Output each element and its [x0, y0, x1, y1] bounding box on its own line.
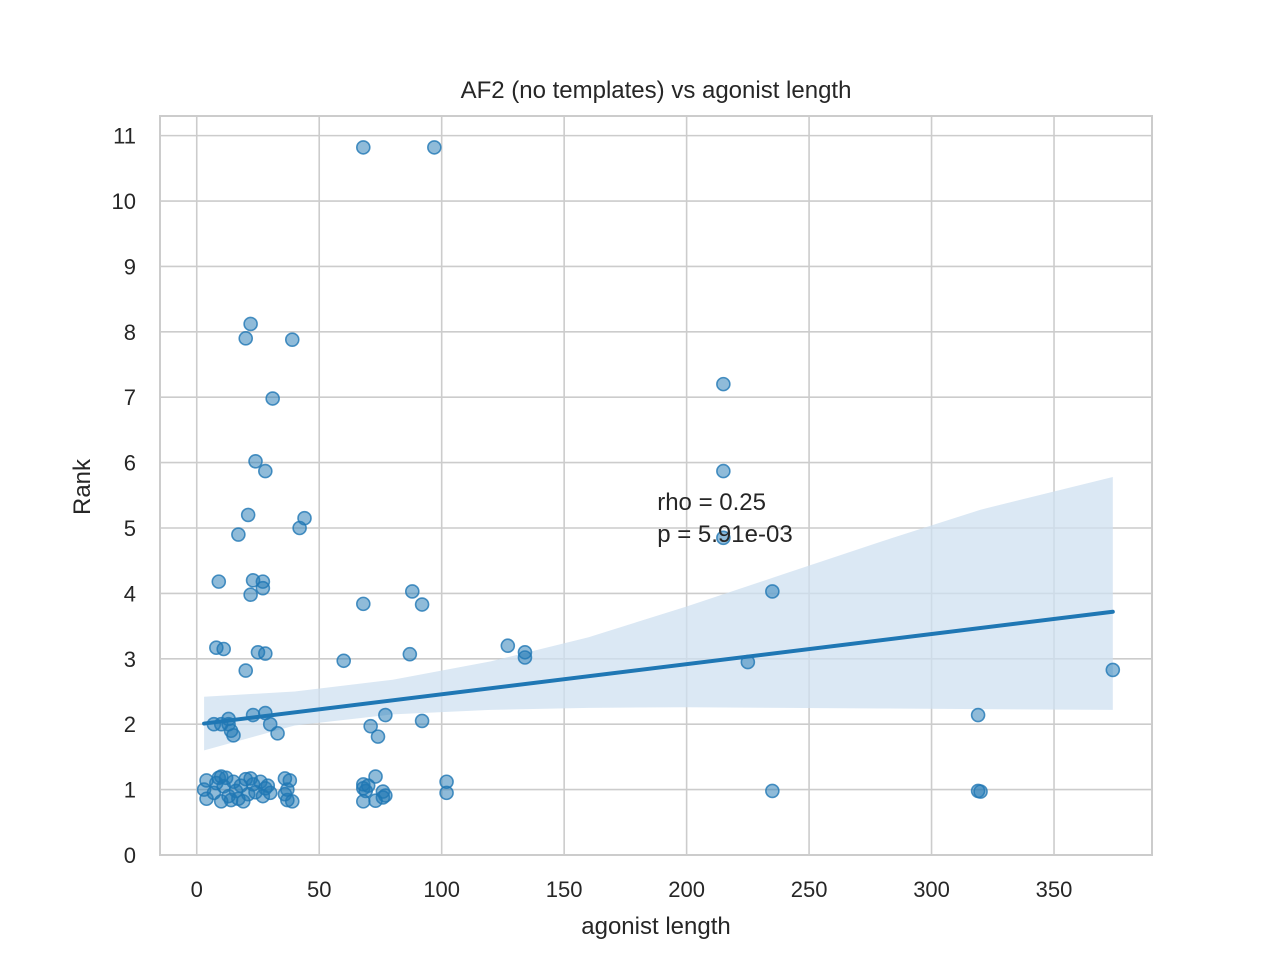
x-tick-label: 0	[191, 877, 203, 902]
data-point	[517, 650, 533, 665]
data-point	[500, 638, 516, 654]
data-point	[1105, 662, 1121, 678]
data-point	[258, 463, 273, 479]
data-point	[216, 641, 231, 657]
y-axis-label: Rank	[69, 458, 96, 515]
y-tick-label: 1	[124, 778, 136, 803]
data-point	[282, 773, 298, 788]
data-point	[404, 584, 420, 599]
data-point	[243, 316, 258, 332]
grid-lines	[160, 116, 1152, 856]
data-point	[284, 332, 300, 347]
data-point	[258, 646, 273, 661]
data-point	[336, 653, 352, 669]
data-point	[243, 587, 258, 603]
y-tick-label: 9	[124, 254, 136, 279]
x-tick-label: 250	[791, 877, 828, 902]
plot-frame	[159, 115, 1153, 856]
confidence-band-layer	[204, 476, 1113, 751]
x-tick-label: 150	[546, 877, 583, 902]
regression-line-layer	[202, 609, 1115, 726]
y-tick-label: 10	[112, 189, 136, 214]
data-point	[238, 663, 254, 678]
data-point	[414, 713, 430, 729]
x-tick-labels: 0 50 100 150 200 250 300 350	[191, 877, 1073, 902]
data-point	[355, 794, 371, 809]
data-point	[765, 584, 780, 599]
regression-line	[202, 609, 1115, 726]
x-tick-label: 200	[668, 877, 705, 902]
data-point	[262, 785, 278, 801]
data-point	[973, 784, 988, 799]
y-tick-labels: 0 1 2 3 4 5 6 7 8 9 10 11	[112, 124, 136, 868]
data-point	[716, 463, 731, 479]
data-point	[765, 783, 780, 799]
data-point	[427, 140, 442, 155]
y-tick-label: 4	[124, 581, 136, 606]
data-point	[716, 530, 731, 546]
data-point	[378, 707, 393, 723]
data-point	[414, 597, 430, 612]
p-value-annotation: p = 5.91e-03	[657, 521, 792, 548]
data-point	[363, 718, 378, 734]
data-point	[970, 707, 986, 723]
y-tick-label: 2	[124, 712, 136, 737]
data-point	[355, 140, 371, 155]
data-point	[355, 596, 371, 612]
data-point	[240, 507, 256, 523]
data-point	[265, 391, 280, 406]
data-point	[238, 331, 254, 346]
chart-title: AF2 (no templates) vs agonist length	[461, 77, 852, 104]
data-point	[255, 580, 271, 596]
x-tick-label: 300	[913, 877, 950, 902]
data-point	[439, 785, 454, 801]
data-point	[248, 454, 263, 469]
x-tick-label: 100	[423, 877, 460, 902]
data-point	[402, 646, 418, 662]
data-point	[370, 729, 386, 744]
x-axis-label: agonist length	[581, 913, 730, 940]
x-tick-label: 350	[1036, 877, 1073, 902]
y-tick-label: 8	[124, 320, 136, 345]
data-point	[716, 376, 731, 392]
data-point	[231, 527, 246, 542]
y-tick-label: 0	[124, 843, 136, 868]
data-point	[270, 726, 285, 741]
data-point	[375, 790, 391, 805]
y-tick-label: 6	[124, 451, 136, 476]
data-point	[368, 769, 383, 784]
rho-annotation: rho = 0.25	[657, 489, 766, 516]
data-point	[211, 574, 227, 589]
confidence-band	[204, 476, 1113, 751]
y-tick-label: 3	[124, 647, 136, 672]
data-point	[292, 520, 307, 536]
data-point	[226, 728, 241, 743]
x-tick-label: 50	[307, 877, 331, 902]
y-tick-label: 5	[124, 516, 136, 541]
y-tick-label: 7	[124, 385, 136, 410]
data-point	[277, 786, 293, 802]
y-tick-label: 11	[113, 124, 136, 149]
